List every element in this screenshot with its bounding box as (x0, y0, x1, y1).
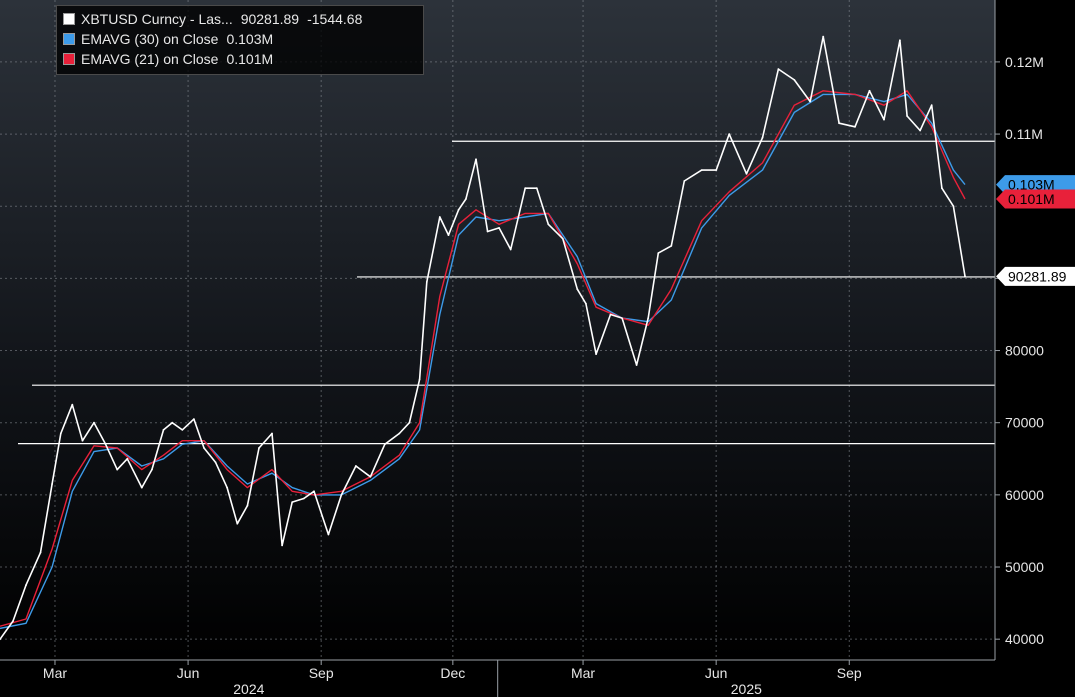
x-tick-label: Sep (837, 665, 862, 681)
price-badge: 90281.89 (996, 266, 1075, 286)
price-badge-label: 0.103M (1008, 177, 1055, 193)
x-tick-label: Jun (705, 665, 728, 681)
y-tick-label: 70000 (1005, 415, 1044, 431)
series-line-2 (0, 90, 966, 627)
y-tick-label: 0.12M (1005, 54, 1044, 70)
year-label: 2025 (731, 681, 762, 697)
price-badge: 0.103M (996, 175, 1075, 195)
legend-item-price[interactable]: XBTUSD Curncy - Las... 90281.89 -1544.68 (63, 9, 423, 29)
legend-label-ema21: EMAVG (21) on Close (81, 51, 219, 67)
legend-swatch-ema30 (63, 33, 75, 45)
y-tick-label: 40000 (1005, 631, 1044, 647)
legend-item-ema21[interactable]: EMAVG (21) on Close 0.101M (63, 49, 423, 69)
x-tick-label: Sep (309, 665, 334, 681)
legend-value-ema21: 0.101M (226, 51, 274, 67)
y-tick-label: 0.11M (1005, 126, 1043, 142)
legend-item-ema30[interactable]: EMAVG (30) on Close 0.103M (63, 29, 423, 49)
price-badge: 0.101M (996, 189, 1075, 209)
price-badge-label: 0.101M (1008, 191, 1055, 207)
legend-swatch-ema21 (63, 53, 75, 65)
legend-swatch-price (63, 13, 75, 25)
series-layer (0, 35, 966, 641)
legend-change-price: -1544.68 (307, 11, 363, 27)
plot-background (0, 0, 995, 660)
x-tick-label: Mar (571, 665, 595, 681)
year-label: 2024 (233, 681, 264, 697)
x-tick-label: Mar (43, 665, 67, 681)
y-tick-label: 50000 (1005, 559, 1044, 575)
series-line-0 (0, 35, 966, 640)
legend-value-ema30: 0.103M (226, 31, 274, 47)
legend-label-ema30: EMAVG (30) on Close (81, 31, 219, 47)
legend-value-price: 90281.89 (240, 11, 300, 27)
price-badge-label: 90281.89 (1008, 268, 1067, 284)
y-tick-label: 80000 (1005, 343, 1044, 359)
y-tick-label: 60000 (1005, 487, 1044, 503)
x-tick-label: Dec (440, 665, 465, 681)
series-line-1 (0, 93, 966, 630)
legend-label-price: XBTUSD Curncy - Las... (81, 11, 233, 27)
x-tick-label: Jun (177, 665, 200, 681)
legend-box: XBTUSD Curncy - Las... 90281.89 -1544.68… (56, 5, 424, 75)
